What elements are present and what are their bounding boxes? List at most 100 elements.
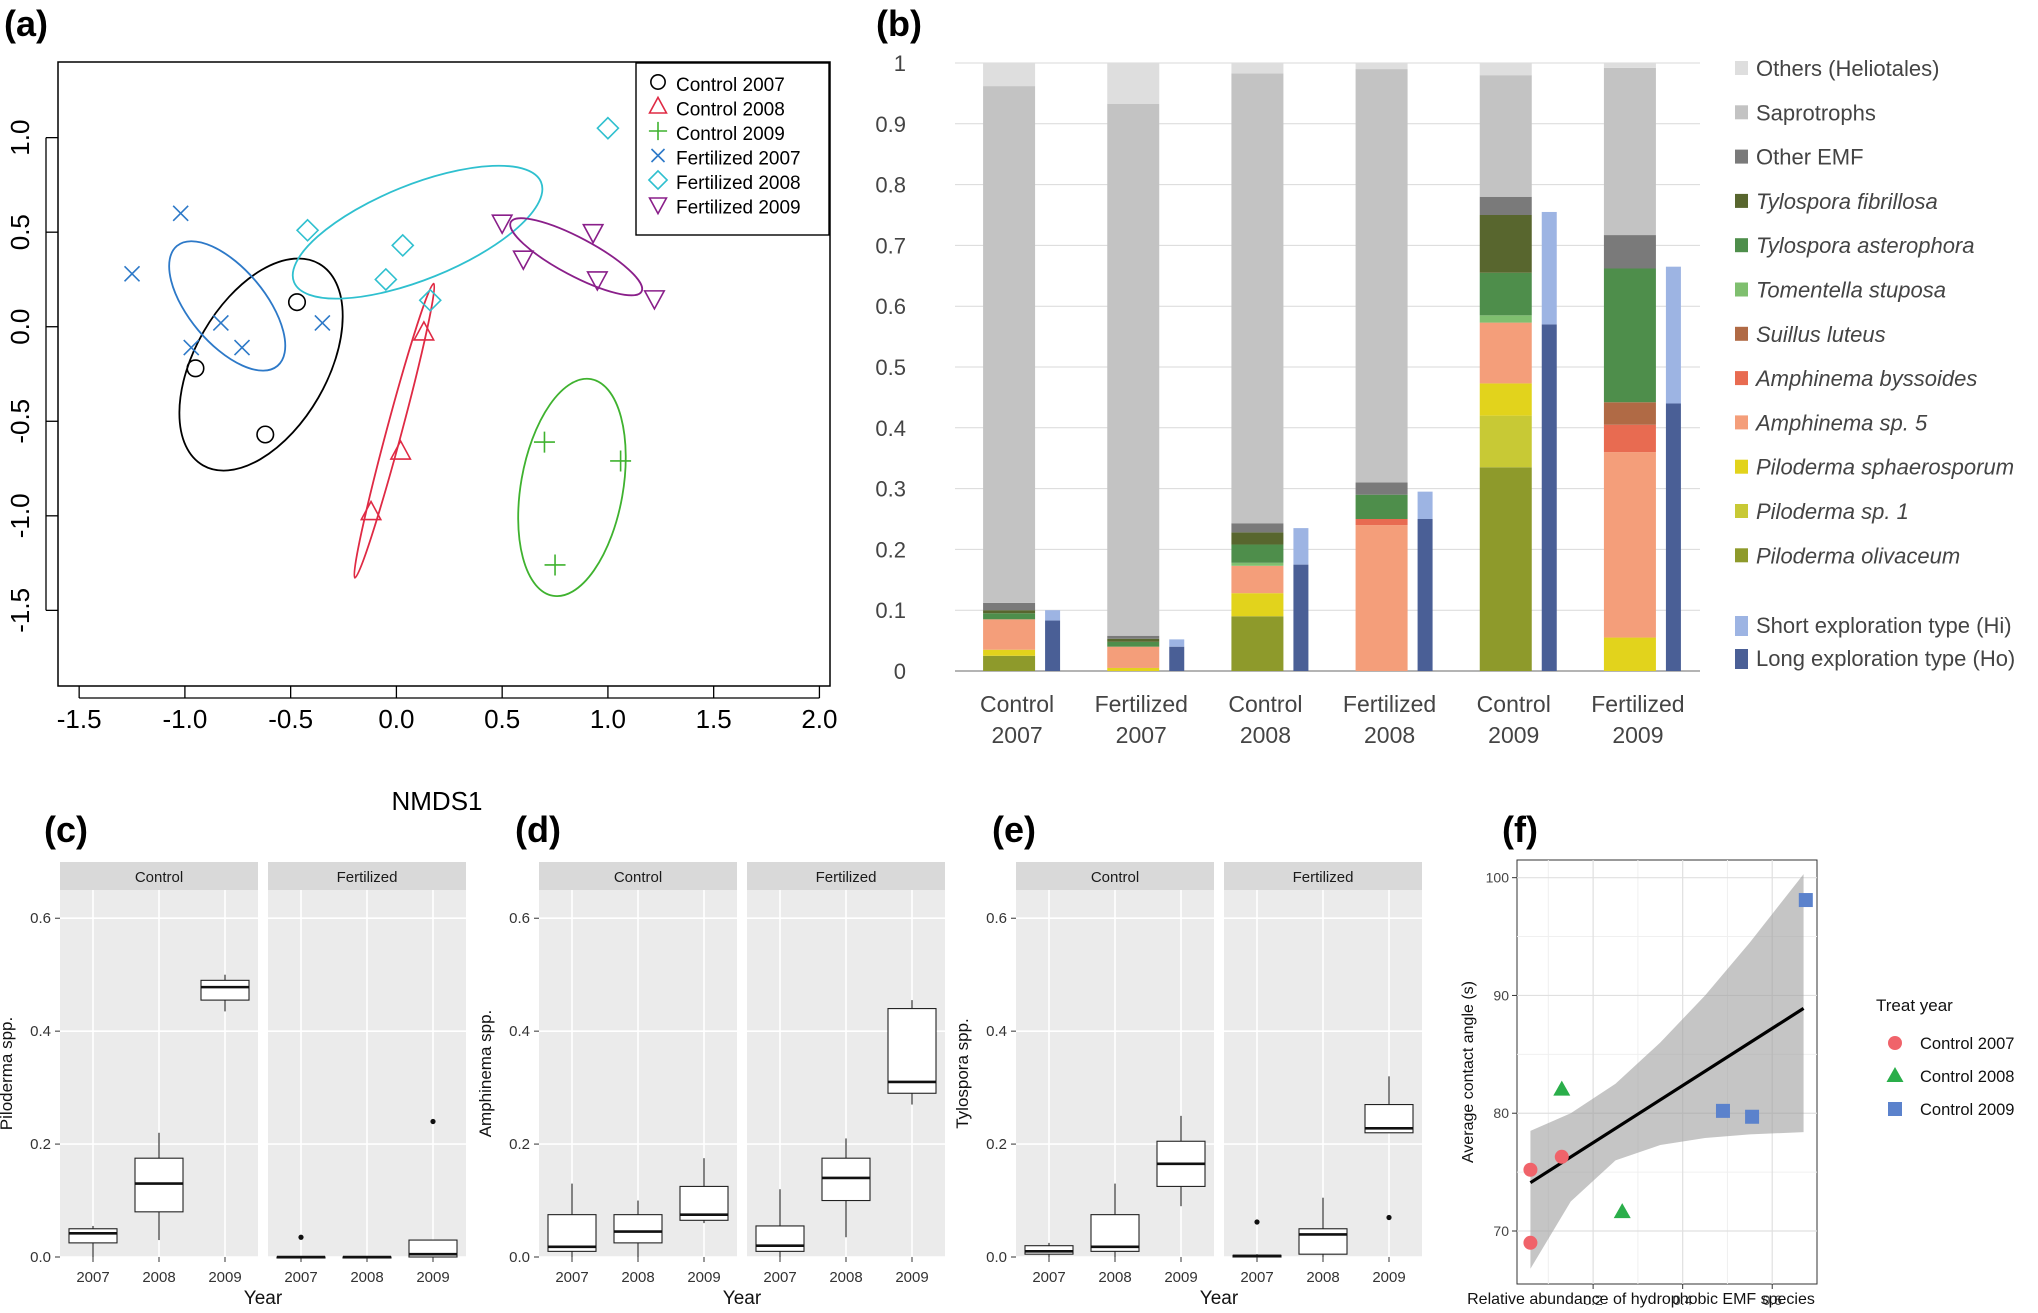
- box: [134, 1157, 184, 1213]
- legend-marker: [648, 197, 668, 216]
- y-tick-label: 0.6: [509, 910, 530, 927]
- legend-swatch: [1735, 415, 1748, 430]
- y-tick-label: 0.6: [875, 294, 906, 319]
- point-fertilized-2008: [391, 233, 415, 258]
- x-tick-label: 2007: [1032, 1269, 1065, 1286]
- facet-strip: [1016, 862, 1214, 890]
- point-control-2008: [389, 439, 412, 460]
- bar-segment-others--heliotales-: [1603, 63, 1656, 68]
- y-tick-label: 0.4: [986, 1023, 1007, 1040]
- outlier: [298, 1234, 304, 1240]
- y-tick-label: 1: [894, 51, 906, 76]
- point-control-2008: [412, 320, 436, 341]
- facet-label: Fertilized: [337, 869, 398, 886]
- legend-marker: [648, 95, 668, 114]
- x-category-year: 2008: [1364, 722, 1415, 748]
- facet-label: Control: [1091, 869, 1139, 886]
- y-tick-label: 0.4: [30, 1023, 51, 1040]
- y-axis-title: Average contact angle (s): [1460, 981, 1477, 1163]
- y-tick-label: -1.0: [5, 493, 35, 538]
- bar-segment-tylospora-asterophora: [1231, 544, 1284, 563]
- y-tick-label: 0.5: [5, 214, 35, 250]
- bar-segment-piloderma-sphaerosporum: [1603, 637, 1656, 671]
- x-tick-label: 0.6: [1762, 1292, 1782, 1308]
- y-tick-label: 0.1: [875, 598, 906, 623]
- x-tick-label: 0.4: [1673, 1292, 1693, 1308]
- point-fertilized-2009: [512, 250, 535, 271]
- legend-label: Amphinema byssoides: [1754, 366, 1977, 391]
- bar-segment-tylospora-asterophora: [983, 613, 1036, 620]
- x-tick-label: 2009: [1164, 1269, 1197, 1286]
- box: [68, 1228, 118, 1244]
- x-category-label: Control: [980, 691, 1054, 717]
- x-tick-label: -0.5: [268, 704, 313, 734]
- legend-marker: [1886, 1067, 1904, 1082]
- x-tick-label: 0.2: [1583, 1292, 1603, 1308]
- facet-label: Control: [614, 869, 662, 886]
- point-control-2008: [359, 499, 383, 521]
- legend-label: Control 2008: [676, 100, 785, 121]
- y-tick-label: 0.0: [5, 309, 35, 345]
- legend-label: Control 2007: [676, 75, 785, 96]
- legend-swatch: [1735, 326, 1748, 341]
- legend-title: Treat year: [1876, 996, 1953, 1015]
- bar-segment-piloderma-sphaerosporum: [983, 649, 1036, 656]
- legend-swatch: [1735, 193, 1748, 208]
- bar-segment-saprotrophs: [983, 86, 1036, 603]
- legend-label: Others (Heliotales): [1756, 56, 1939, 81]
- bar-segment-tomentella-stuposa: [1479, 315, 1532, 323]
- x-tick-label: 1.5: [696, 704, 732, 734]
- x-tick-label: -1.0: [162, 704, 207, 734]
- x-category-label: Control: [1477, 691, 1551, 717]
- point-fertilized-2009: [643, 290, 666, 311]
- box: [887, 1008, 937, 1094]
- y-tick-label: 0.2: [509, 1136, 530, 1153]
- bar-segment-piloderma-olivaceum: [983, 655, 1036, 671]
- ellipse-control-2008: [353, 282, 436, 579]
- regression-line: [1529, 1007, 1805, 1185]
- legend-swatch: [1735, 504, 1748, 518]
- legend-label: Tylospora fibrillosa: [1756, 189, 1938, 214]
- side-bar-long: [1045, 620, 1061, 671]
- y-tick-label: 0.4: [875, 416, 906, 441]
- side-bar-long: [1293, 564, 1309, 671]
- outlier: [430, 1118, 436, 1125]
- bar-segment-amphinema-byssoides: [1355, 519, 1408, 526]
- side-bar-short: [1417, 491, 1433, 519]
- y-tick-label: 0.8: [875, 173, 906, 198]
- panel-e-boxplot: Control 2007 2008 2009 Fertilized 2007 2008 200…: [953, 862, 1422, 1309]
- ellipse-fertilized-2009: [509, 217, 644, 297]
- facet-strip: [539, 862, 737, 890]
- legend-label: Short exploration type (Hi): [1756, 613, 2012, 638]
- side-bar-short: [1045, 610, 1061, 621]
- bar-segment-other-emf: [1603, 235, 1656, 269]
- point-fertilized-2009: [586, 271, 609, 292]
- x-category-label: Fertilized: [1591, 691, 1684, 717]
- bar-segment-suillus-luteus: [1603, 402, 1656, 425]
- legend-box: [635, 62, 830, 236]
- x-category-year: 2009: [1488, 722, 1539, 748]
- confidence-band: [1530, 874, 1804, 1269]
- point-control-2007: [1523, 1162, 1538, 1177]
- point-control-2007: [1554, 1149, 1569, 1164]
- bar-segment-amphinema-sp--5: [1603, 452, 1656, 638]
- panel-c-boxplot: Control 2007 2008 2009 Fertilized 2007 2008 200…: [0, 862, 466, 1309]
- bar-segment-other-emf: [1479, 196, 1532, 215]
- ellipse-fertilized-2007: [168, 240, 287, 372]
- box: [821, 1157, 871, 1202]
- bar-segment-others--heliotales-: [1355, 63, 1408, 70]
- x-category-year: 2007: [991, 722, 1042, 748]
- side-bar-long: [1417, 519, 1433, 671]
- box: [547, 1214, 597, 1252]
- outlier: [1386, 1214, 1392, 1221]
- bar-segment-tylospora-fibrillosa: [1107, 638, 1160, 642]
- legend-swatch: [1735, 649, 1748, 669]
- point-fertilized-2007: [172, 205, 189, 222]
- x-tick-label: 2008: [350, 1269, 383, 1286]
- point-fertilized-2008: [374, 267, 398, 292]
- legend-label: Control 2007: [1920, 1035, 2014, 1053]
- x-tick-label: 1.0: [590, 704, 626, 734]
- x-tick-label: 2009: [895, 1269, 928, 1286]
- panel-c-letter: (c): [44, 809, 88, 850]
